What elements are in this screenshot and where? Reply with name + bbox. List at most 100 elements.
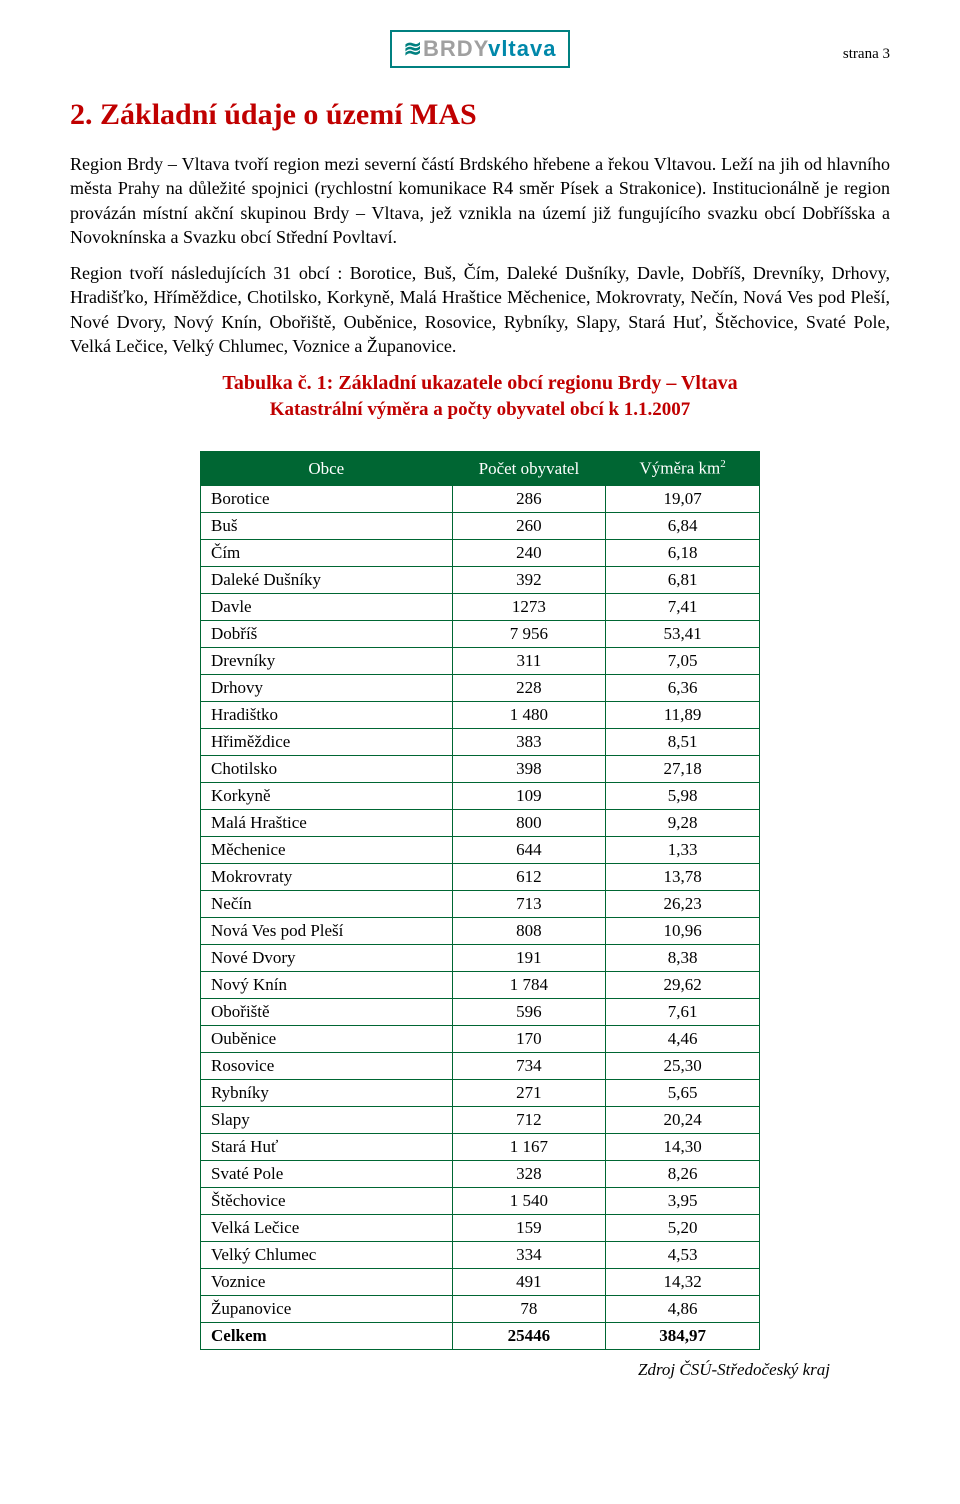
paragraph-2: Region tvoří následujících 31 obcí : Bor… [70,261,890,358]
table-cell: 328 [452,1161,606,1188]
table-cell: Rybníky [201,1080,453,1107]
table-cell: Mokrovraty [201,864,453,891]
table-cell: Obořiště [201,999,453,1026]
table-row: Nový Knín1 78429,62 [201,972,760,999]
table-cell: 26,23 [606,891,760,918]
col-vymera: Výměra km2 [606,452,760,486]
table-cell: 1 540 [452,1188,606,1215]
table-cell: 612 [452,864,606,891]
source-credit: Zdroj ČSÚ-Středočeský kraj [70,1360,890,1380]
table-cell: 1,33 [606,837,760,864]
table-row: Drhovy2286,36 [201,675,760,702]
logo-wave-icon: ≋ [404,36,423,61]
table-cell: 713 [452,891,606,918]
table-cell: 1 167 [452,1134,606,1161]
table-cell: Hradištko [201,702,453,729]
table-row: Ouběnice1704,46 [201,1026,760,1053]
table-row: Buš2606,84 [201,513,760,540]
table-cell: Velká Lečice [201,1215,453,1242]
table-cell: Svaté Pole [201,1161,453,1188]
table-row: Štěchovice1 5403,95 [201,1188,760,1215]
table-cell: 109 [452,783,606,810]
table-cell: Dobříš [201,621,453,648]
table-cell: 6,84 [606,513,760,540]
table-row: Chotilsko39827,18 [201,756,760,783]
table-cell: 228 [452,675,606,702]
table-row: Slapy71220,24 [201,1107,760,1134]
table-cell: 13,78 [606,864,760,891]
table-cell: 1 480 [452,702,606,729]
table-cell: Korkyně [201,783,453,810]
table-cell: 260 [452,513,606,540]
table-cell: Daleké Dušníky [201,567,453,594]
table-cell: 311 [452,648,606,675]
table-cell: Ouběnice [201,1026,453,1053]
table-cell: 398 [452,756,606,783]
table-header-row: Obce Počet obyvatel Výměra km2 [201,452,760,486]
table-title: Tabulka č. 1: Základní ukazatele obcí re… [70,372,890,395]
table-cell: 53,41 [606,621,760,648]
col-pocet: Počet obyvatel [452,452,606,486]
table-cell: 4,86 [606,1296,760,1323]
table-cell: Hřiměždice [201,729,453,756]
table-cell: 27,18 [606,756,760,783]
table-cell: 712 [452,1107,606,1134]
table-cell: 5,20 [606,1215,760,1242]
table-cell: 191 [452,945,606,972]
table-row: Měchenice6441,33 [201,837,760,864]
table-cell: 20,24 [606,1107,760,1134]
logo-text-brdy: BRDY [423,36,488,61]
table-cell: 334 [452,1242,606,1269]
table-cell: Rosovice [201,1053,453,1080]
table-cell: 596 [452,999,606,1026]
table-cell: 10,96 [606,918,760,945]
logo-text-vltava: vltava [488,36,556,61]
table-cell: Čím [201,540,453,567]
table-row: Voznice49114,32 [201,1269,760,1296]
table-row: Čím2406,18 [201,540,760,567]
table-row: Dobříš7 95653,41 [201,621,760,648]
table-cell: Velký Chlumec [201,1242,453,1269]
table-row: Mokrovraty61213,78 [201,864,760,891]
table-cell: 7 956 [452,621,606,648]
table-row: Daleké Dušníky3926,81 [201,567,760,594]
table-subtitle: Katastrální výměra a počty obyvatel obcí… [70,399,890,421]
table-cell: 4,53 [606,1242,760,1269]
table-cell: 392 [452,567,606,594]
table-cell: 29,62 [606,972,760,999]
table-cell: 3,95 [606,1188,760,1215]
table-cell: Nový Knín [201,972,453,999]
table-cell: 11,89 [606,702,760,729]
table-cell: 644 [452,837,606,864]
table-cell: Nečín [201,891,453,918]
table-row: Velká Lečice1595,20 [201,1215,760,1242]
table-cell: Nové Dvory [201,945,453,972]
table-cell: 808 [452,918,606,945]
table-row: Rybníky2715,65 [201,1080,760,1107]
table-cell: 734 [452,1053,606,1080]
table-total-cell: Celkem [201,1323,453,1350]
table-cell: 800 [452,810,606,837]
table-row: Malá Hraštice8009,28 [201,810,760,837]
table-cell: 491 [452,1269,606,1296]
table-cell: 1 784 [452,972,606,999]
section-heading: 2. Základní údaje o území MAS [70,98,890,132]
table-cell: 6,81 [606,567,760,594]
table-row: Nečín71326,23 [201,891,760,918]
table-cell: Slapy [201,1107,453,1134]
table-cell: 5,98 [606,783,760,810]
table-cell: Borotice [201,486,453,513]
table-cell: Drevníky [201,648,453,675]
table-cell: 25,30 [606,1053,760,1080]
table-cell: 14,30 [606,1134,760,1161]
table-cell: 6,18 [606,540,760,567]
table-cell: 286 [452,486,606,513]
table-cell: 8,51 [606,729,760,756]
table-row: Nová Ves pod Pleší80810,96 [201,918,760,945]
table-cell: 271 [452,1080,606,1107]
paragraph-1: Region Brdy – Vltava tvoří region mezi s… [70,152,890,249]
table-cell: 170 [452,1026,606,1053]
table-total-cell: 384,97 [606,1323,760,1350]
table-cell: Stará Huť [201,1134,453,1161]
table-cell: Nová Ves pod Pleší [201,918,453,945]
